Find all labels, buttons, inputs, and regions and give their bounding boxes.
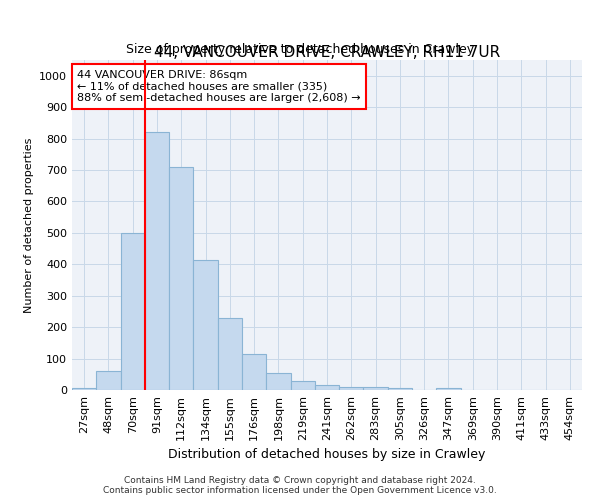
Title: 44, VANCOUVER DRIVE, CRAWLEY, RH11 7UR: 44, VANCOUVER DRIVE, CRAWLEY, RH11 7UR: [154, 45, 500, 60]
Bar: [169, 167, 193, 390]
Text: Size of property relative to detached houses in Crawley: Size of property relative to detached ho…: [126, 42, 474, 56]
Bar: [364, 387, 388, 390]
Text: 44 VANCOUVER DRIVE: 86sqm
← 11% of detached houses are smaller (335)
88% of semi: 44 VANCOUVER DRIVE: 86sqm ← 11% of detac…: [77, 70, 361, 103]
Bar: [315, 386, 339, 390]
Bar: [218, 318, 242, 390]
Bar: [121, 233, 145, 390]
Bar: [145, 132, 169, 390]
Y-axis label: Number of detached properties: Number of detached properties: [23, 138, 34, 312]
Bar: [388, 388, 412, 390]
Bar: [339, 387, 364, 390]
Bar: [436, 388, 461, 390]
Bar: [72, 388, 96, 390]
X-axis label: Distribution of detached houses by size in Crawley: Distribution of detached houses by size …: [169, 448, 485, 461]
Bar: [266, 372, 290, 390]
Text: Contains HM Land Registry data © Crown copyright and database right 2024.
Contai: Contains HM Land Registry data © Crown c…: [103, 476, 497, 495]
Bar: [290, 380, 315, 390]
Bar: [242, 354, 266, 390]
Bar: [193, 260, 218, 390]
Bar: [96, 371, 121, 390]
